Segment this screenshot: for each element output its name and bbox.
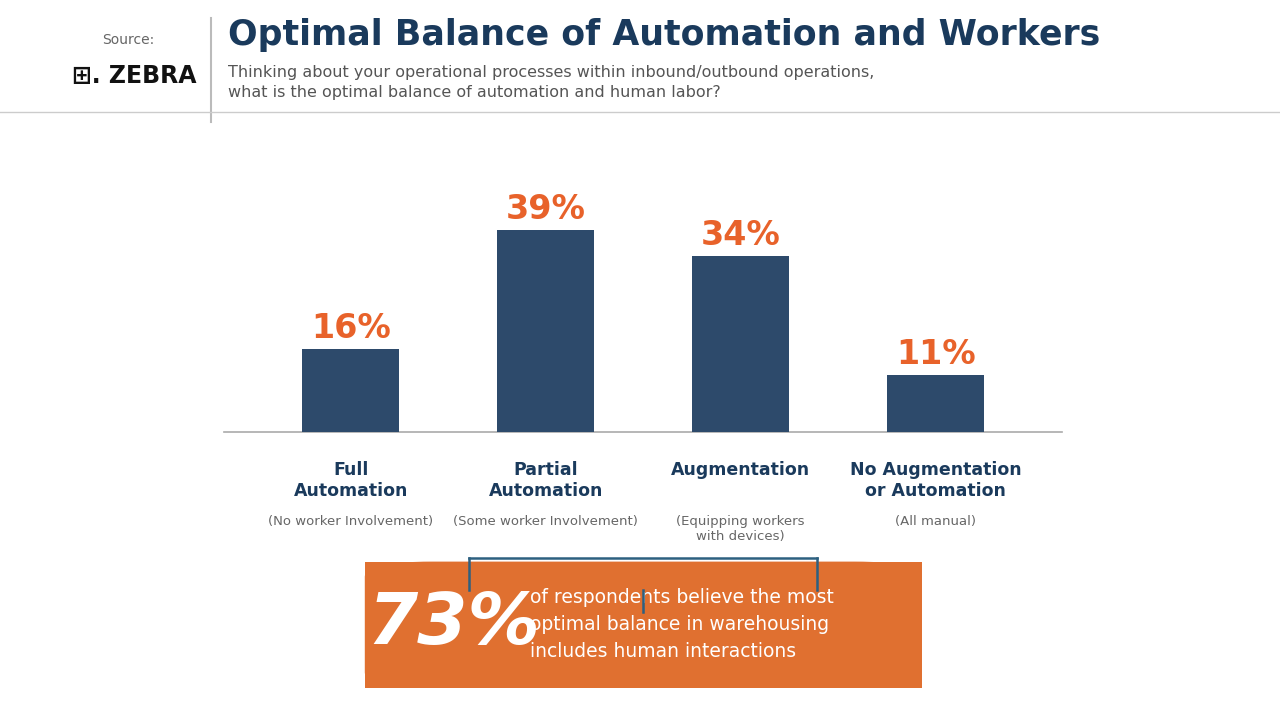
Bar [887,375,984,432]
Text: 39%: 39% [506,193,586,225]
Text: what is the optimal balance of automation and human labor?: what is the optimal balance of automatio… [228,85,721,99]
Text: of respondents believe the most
optimal balance in warehousing
includes human in: of respondents believe the most optimal … [530,588,835,662]
Text: Augmentation: Augmentation [671,461,810,479]
Text: Partial
Automation: Partial Automation [489,461,603,500]
Text: 34%: 34% [701,219,781,251]
Text: (No worker Involvement): (No worker Involvement) [269,515,434,528]
Text: 16%: 16% [311,312,390,345]
FancyBboxPatch shape [365,562,922,688]
Text: Optimal Balance of Automation and Workers: Optimal Balance of Automation and Worker… [228,17,1100,52]
Text: No Augmentation
or Automation: No Augmentation or Automation [850,461,1021,500]
Text: Full
Automation: Full Automation [293,461,408,500]
Text: (Equipping workers
with devices): (Equipping workers with devices) [676,515,805,543]
Text: 73%: 73% [367,590,540,659]
Text: ⊞. ZEBRA: ⊞. ZEBRA [72,63,197,88]
Text: 11%: 11% [896,338,975,371]
Text: Source:: Source: [102,32,154,47]
Text: Thinking about your operational processes within inbound/outbound operations,: Thinking about your operational processe… [228,65,874,79]
Text: (All manual): (All manual) [895,515,977,528]
Text: (Some worker Involvement): (Some worker Involvement) [453,515,639,528]
Bar [497,230,594,432]
Bar [692,256,790,432]
Bar [302,349,399,432]
